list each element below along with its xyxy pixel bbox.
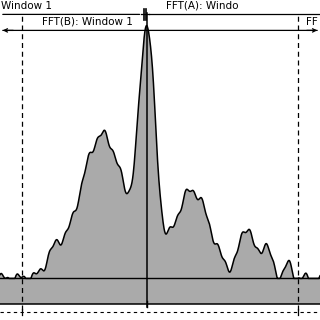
Text: FFT(B): Window 1: FFT(B): Window 1 xyxy=(42,17,132,27)
Text: Window 1: Window 1 xyxy=(1,1,52,11)
Text: FF: FF xyxy=(306,17,317,27)
Text: FFT(A): Windo: FFT(A): Windo xyxy=(166,1,239,11)
